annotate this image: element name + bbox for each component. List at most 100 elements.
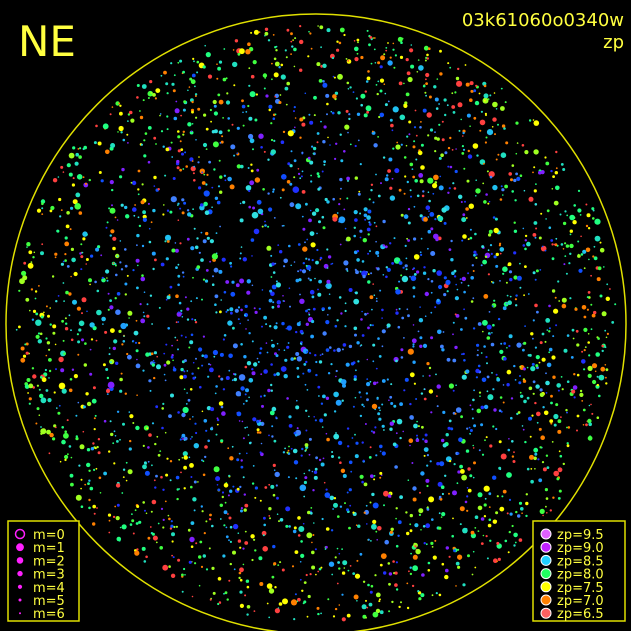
star [545, 380, 550, 386]
star [21, 270, 27, 276]
star [216, 200, 221, 205]
star [360, 344, 363, 346]
star [182, 406, 189, 414]
star [276, 496, 279, 500]
star [407, 479, 410, 482]
star [424, 439, 428, 443]
star [248, 332, 251, 335]
star [180, 334, 183, 337]
star [413, 205, 416, 208]
star [373, 478, 376, 481]
star [521, 512, 523, 514]
star [309, 289, 315, 295]
star [426, 53, 429, 57]
star [205, 520, 208, 523]
star [315, 360, 318, 364]
star [378, 115, 381, 119]
star [137, 188, 140, 191]
star [510, 178, 513, 182]
star [96, 507, 98, 509]
star [366, 382, 371, 387]
star [601, 349, 604, 353]
star [287, 342, 290, 344]
star [460, 328, 463, 331]
star [502, 306, 507, 311]
star [207, 74, 213, 79]
star [251, 371, 256, 376]
star [145, 512, 148, 515]
star [386, 323, 391, 328]
star [294, 117, 297, 119]
star [551, 243, 554, 246]
star [535, 183, 537, 186]
star [116, 410, 120, 413]
star [535, 384, 540, 389]
star [362, 274, 366, 279]
star [522, 367, 526, 371]
star [301, 190, 306, 194]
star [381, 317, 383, 319]
star [565, 272, 568, 275]
star [264, 224, 267, 227]
star [569, 233, 572, 236]
star [97, 245, 101, 249]
star [489, 333, 491, 336]
star [347, 131, 349, 134]
star [482, 330, 484, 333]
star [221, 135, 224, 138]
star [326, 28, 331, 33]
star [177, 61, 180, 64]
star [455, 76, 460, 81]
star [434, 131, 436, 134]
star [357, 360, 360, 363]
star [140, 200, 145, 205]
star [475, 368, 480, 374]
star [222, 77, 227, 82]
star [462, 213, 466, 217]
star [204, 210, 210, 215]
star [237, 318, 240, 321]
star [544, 249, 547, 252]
star [288, 445, 290, 448]
star [545, 497, 549, 500]
star [263, 516, 266, 520]
star [290, 447, 293, 450]
star [346, 236, 351, 242]
star [499, 468, 502, 471]
star [462, 527, 468, 534]
star [85, 233, 88, 236]
star [441, 492, 444, 496]
star [289, 164, 293, 168]
star [48, 348, 51, 351]
star [153, 361, 156, 364]
star [422, 343, 428, 348]
star [218, 99, 224, 105]
star [435, 373, 437, 376]
star [202, 239, 207, 244]
star [533, 456, 537, 461]
star [166, 115, 169, 118]
star [351, 437, 354, 439]
star [417, 425, 420, 428]
star [106, 376, 110, 380]
star [411, 338, 417, 344]
star [394, 54, 397, 57]
star [545, 392, 548, 394]
star [64, 317, 67, 320]
star [244, 503, 249, 508]
star [227, 176, 232, 182]
star [325, 396, 330, 400]
star [566, 380, 570, 384]
star [259, 419, 262, 422]
star [440, 485, 445, 490]
star [244, 541, 249, 545]
star [119, 111, 123, 116]
star [284, 86, 289, 91]
star [283, 265, 286, 268]
star [462, 148, 466, 151]
star [316, 172, 320, 176]
star [593, 245, 596, 248]
star [232, 550, 236, 555]
star [253, 538, 256, 541]
star [79, 252, 82, 255]
